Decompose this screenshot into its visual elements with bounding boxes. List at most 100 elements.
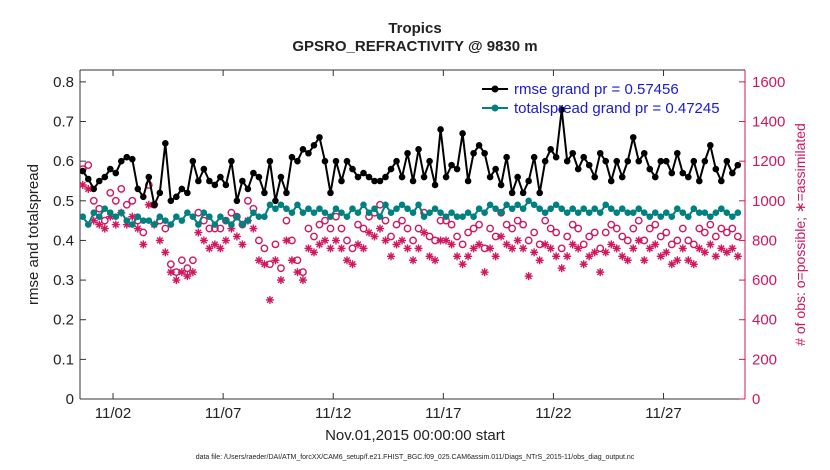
obs-assimilated-point — [381, 236, 390, 245]
rmse-point — [591, 173, 599, 181]
obs-assimilated-point — [612, 244, 621, 253]
rmse-point — [640, 149, 648, 157]
rmse-point — [184, 189, 191, 197]
totalspread-point — [420, 213, 428, 220]
totalspread-point — [288, 209, 296, 216]
obs-assimilated-point — [596, 268, 605, 277]
obs-assimilated-point — [304, 244, 313, 253]
obs-possible-point — [409, 236, 417, 245]
rmse-point — [492, 165, 499, 173]
y2-tick-label: 200 — [752, 351, 777, 368]
obs-possible-point — [260, 244, 269, 253]
obs-possible-point — [161, 224, 170, 233]
totalspread-point — [437, 209, 444, 216]
obs-possible-point — [282, 216, 291, 225]
rmse-point — [365, 173, 373, 181]
totalspread-point — [387, 209, 395, 216]
obs-possible-point — [255, 236, 263, 245]
obs-possible-point — [530, 228, 539, 237]
obs-assimilated-point — [210, 240, 219, 249]
totalspread-point — [453, 213, 461, 220]
totalspread-point — [596, 209, 604, 216]
obs-assimilated-point — [409, 256, 418, 265]
y2-tick-label: 0 — [752, 391, 760, 408]
obs-possible-point — [486, 224, 495, 233]
rmse-point — [679, 169, 687, 177]
totalspread-point — [393, 205, 400, 213]
rmse-point — [580, 153, 588, 161]
rmse-point — [332, 157, 340, 165]
obs-assimilated-point — [354, 240, 363, 249]
obs-possible-point — [387, 232, 395, 241]
obs-assimilated-point — [464, 252, 473, 261]
totalspread-point — [95, 213, 103, 220]
rmse-point — [283, 189, 290, 197]
rmse-point — [464, 177, 472, 185]
totalspread-point — [277, 201, 285, 209]
obs-possible-point — [100, 216, 109, 225]
rmse-point — [602, 157, 610, 165]
rmse-point — [734, 161, 742, 169]
y2-tick-label: 800 — [752, 232, 777, 249]
rmse-point — [718, 177, 725, 185]
totalspread-point — [602, 201, 610, 209]
obs-possible-point — [343, 236, 351, 245]
rmse-point — [95, 177, 103, 185]
totalspread-point — [541, 209, 549, 216]
totalspread-point — [459, 213, 466, 220]
obs-possible-point — [177, 256, 186, 265]
obs-assimilated-point — [557, 264, 566, 273]
totalspread-point — [371, 205, 378, 213]
rmse-point — [277, 173, 285, 181]
obs-possible-point — [700, 228, 709, 237]
obs-assimilated-point — [711, 252, 720, 261]
y-tick-label: 0.2 — [53, 312, 74, 329]
totalspread-point — [123, 217, 131, 224]
obs-assimilated-point — [282, 236, 291, 245]
totalspread-point — [266, 201, 274, 209]
totalspread-point — [591, 205, 599, 213]
obs-possible-point — [139, 228, 148, 237]
obs-possible-point — [579, 240, 588, 249]
obs-assimilated-point — [183, 272, 192, 281]
totalspread-point — [629, 209, 637, 216]
rmse-point — [459, 130, 466, 137]
totalspread-point — [255, 213, 263, 220]
obs-assimilated-point — [431, 256, 440, 265]
obs-assimilated-point — [458, 260, 467, 269]
rmse-point — [327, 189, 334, 197]
totalspread-point — [569, 205, 576, 213]
rmse-point — [338, 177, 345, 185]
totalspread-point — [327, 213, 334, 220]
rmse-point — [178, 185, 186, 193]
totalspread-point — [607, 205, 615, 213]
obs-assimilated-point — [535, 256, 544, 265]
obs-assimilated-point — [84, 184, 93, 193]
obs-assimilated-point — [475, 240, 484, 249]
obs-assimilated-point — [298, 276, 307, 285]
totalspread-point — [250, 209, 257, 216]
rmse-point — [712, 165, 720, 173]
x-tick-label: 11/22 — [535, 405, 571, 422]
y2-axis-label: # of obs: o=possible; ∗=assimilated — [792, 123, 808, 346]
rmse-point — [437, 126, 444, 133]
obs-possible-point — [111, 196, 120, 205]
totalspread-point — [134, 213, 142, 220]
obs-assimilated-point — [293, 268, 302, 277]
rmse-point — [707, 142, 714, 149]
totalspread-point — [701, 209, 709, 216]
totalspread-point — [360, 201, 367, 209]
obs-assimilated-point — [447, 240, 456, 249]
totalspread-point — [321, 209, 329, 216]
rmse-point — [244, 185, 252, 193]
totalspread-point — [657, 213, 665, 220]
rmse-point — [651, 173, 659, 181]
obs-possible-point — [425, 232, 434, 241]
rmse-point — [673, 149, 681, 157]
obs-possible-point — [392, 220, 401, 229]
obs-possible-point — [568, 220, 577, 229]
obs-assimilated-point — [579, 260, 588, 269]
totalspread-point — [233, 213, 241, 220]
totalspread-point — [508, 205, 516, 213]
obs-assimilated-point — [442, 236, 451, 245]
